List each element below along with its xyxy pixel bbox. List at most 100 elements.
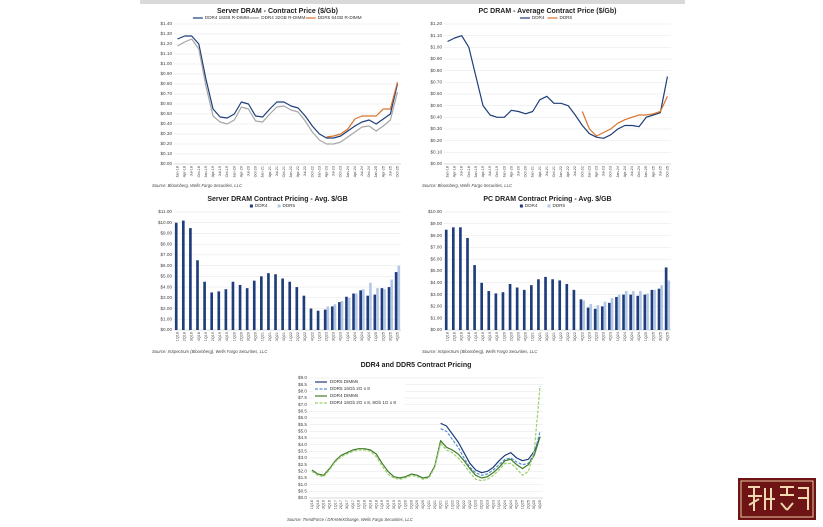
x-tick-label: 4Q22 [580,332,584,341]
x-tick-label: 4Q19 [225,332,229,341]
y-tick-label: $1.10 [431,33,443,38]
bar [544,276,547,330]
series-line [177,38,399,145]
bar [345,296,348,330]
x-tick-label: 3Q23 [332,332,336,341]
x-tick-label: Jan-23 [587,166,591,178]
y-tick-label: $0.80 [161,81,173,86]
y-tick-label: $2.00 [431,304,443,309]
bar [260,276,263,330]
x-tick-label: Oct-19 [225,166,229,177]
x-tick-label: Jul-25 [388,166,392,176]
bar [323,309,327,330]
bar [593,308,597,330]
x-tick-label: 1Q24 [346,332,350,341]
x-tick-label: 2Q24 [353,332,357,341]
x-tick-label: Oct-21 [282,166,286,177]
bar [203,281,206,330]
x-tick-label: 3Q21 [439,500,443,509]
x-tick-label: Apr-24 [353,166,357,177]
x-tick-label: Oct-18 [197,166,201,177]
y-tick-label: $8.00 [161,241,173,246]
y-tick-label: $8.0 [298,389,307,394]
x-tick-label: 3Q22 [303,332,307,341]
x-tick-label: 3Q19 [488,332,492,341]
x-tick-label: 1Q25 [644,332,648,341]
bar [624,291,628,330]
x-tick-label: 2Q17 [339,500,343,509]
source-note: Source: InSpectrum (Bloomberg), Wells Fa… [152,349,268,354]
legend-label: DDR4 16GB R-DIMM [205,15,249,20]
x-tick-label: 2Q20 [509,332,513,341]
x-tick-label: 2Q22 [456,500,460,509]
bar [274,274,277,330]
chart: PC DRAM Contract Pricing - Avg. $/GB $0.0… [422,196,671,354]
bar [639,291,642,330]
x-tick-label: 4Q21 [444,500,448,509]
y-tick-label: $0.30 [161,131,173,136]
bar [174,222,178,330]
x-tick-label: Oct-22 [310,166,314,177]
y-tick-label: $5.00 [161,274,173,279]
chart-title: Server DRAM Contract Pricing - Avg. $/GB [207,196,347,203]
x-tick-label: 4Q21 [552,332,556,341]
bar [589,304,593,330]
x-tick-label: 2Q23 [325,332,329,341]
x-tick-label: 3Q17 [345,500,349,509]
x-tick-label: 3Q23 [485,500,489,509]
y-tick-label: $9.00 [431,221,443,226]
y-tick-label: $1.20 [431,21,443,26]
x-tick-label: 1Q20 [502,332,506,341]
bar [181,220,185,330]
x-tick-label: 1Q23 [587,332,591,341]
x-tick-label: 3Q18 [190,332,194,341]
x-tick-label: Jan-25 [644,166,648,178]
y-tick-label: $2.0 [298,469,307,474]
x-tick-label: 1Q22 [559,332,563,341]
bar [558,280,562,330]
x-tick-label: 2Q19 [211,332,215,341]
x-tick-label: 1Q18 [176,332,180,341]
x-tick-label: 1Q20 [232,332,236,341]
x-tick-label: 4Q20 [524,332,528,341]
y-tick-label: $8.00 [431,233,443,238]
y-tick-label: $0.40 [161,121,173,126]
bar [603,301,607,330]
bar [380,288,384,330]
x-tick-label: Jan-21 [261,166,265,178]
x-tick-label: 3Q22 [462,500,466,509]
y-tick-label: $0.10 [431,150,443,155]
bar [361,289,365,330]
y-tick-label: $6.00 [431,256,443,261]
bar [515,287,519,330]
x-tick-label: 1Q23 [317,332,321,341]
bar [667,280,671,330]
bar [582,300,585,330]
y-tick-label: $1.00 [431,45,443,50]
y-tick-label: $6.00 [161,263,173,268]
series-line [447,35,669,139]
y-tick-label: $1.00 [431,315,443,320]
y-tick-label: $0.00 [161,327,173,332]
x-tick-label: Jul-18 [460,166,464,176]
bar [494,293,498,330]
bar [643,294,647,330]
x-tick-label: 4Q23 [491,500,495,509]
x-tick-label: Oct-21 [552,166,556,177]
x-tick-label: 1Q24 [497,500,501,509]
x-tick-label: 2Q21 [433,500,437,509]
x-tick-label: Jan-25 [374,166,378,178]
y-tick-label: $0.60 [431,91,443,96]
bar [522,289,526,330]
legend-swatch [519,204,523,208]
x-tick-label: 3Q21 [545,332,549,341]
y-tick-label: $2.5 [298,462,307,467]
bar [217,291,221,330]
bar [596,305,600,330]
y-tick-label: $4.0 [298,442,307,447]
bar [397,265,401,330]
y-tick-label: $7.00 [161,252,173,257]
source-note: Source: Bloomberg, Wells Fargo Securitie… [152,183,243,188]
x-tick-label: Jan-18 [176,166,180,178]
